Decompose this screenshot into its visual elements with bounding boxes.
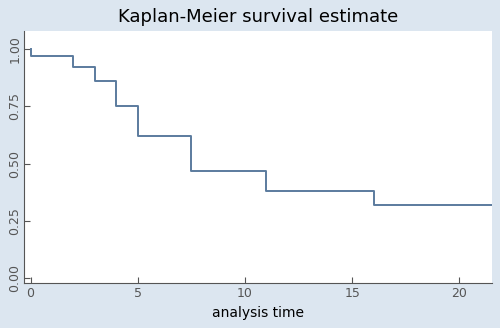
Title: Kaplan-Meier survival estimate: Kaplan-Meier survival estimate xyxy=(118,8,398,26)
X-axis label: analysis time: analysis time xyxy=(212,306,304,320)
